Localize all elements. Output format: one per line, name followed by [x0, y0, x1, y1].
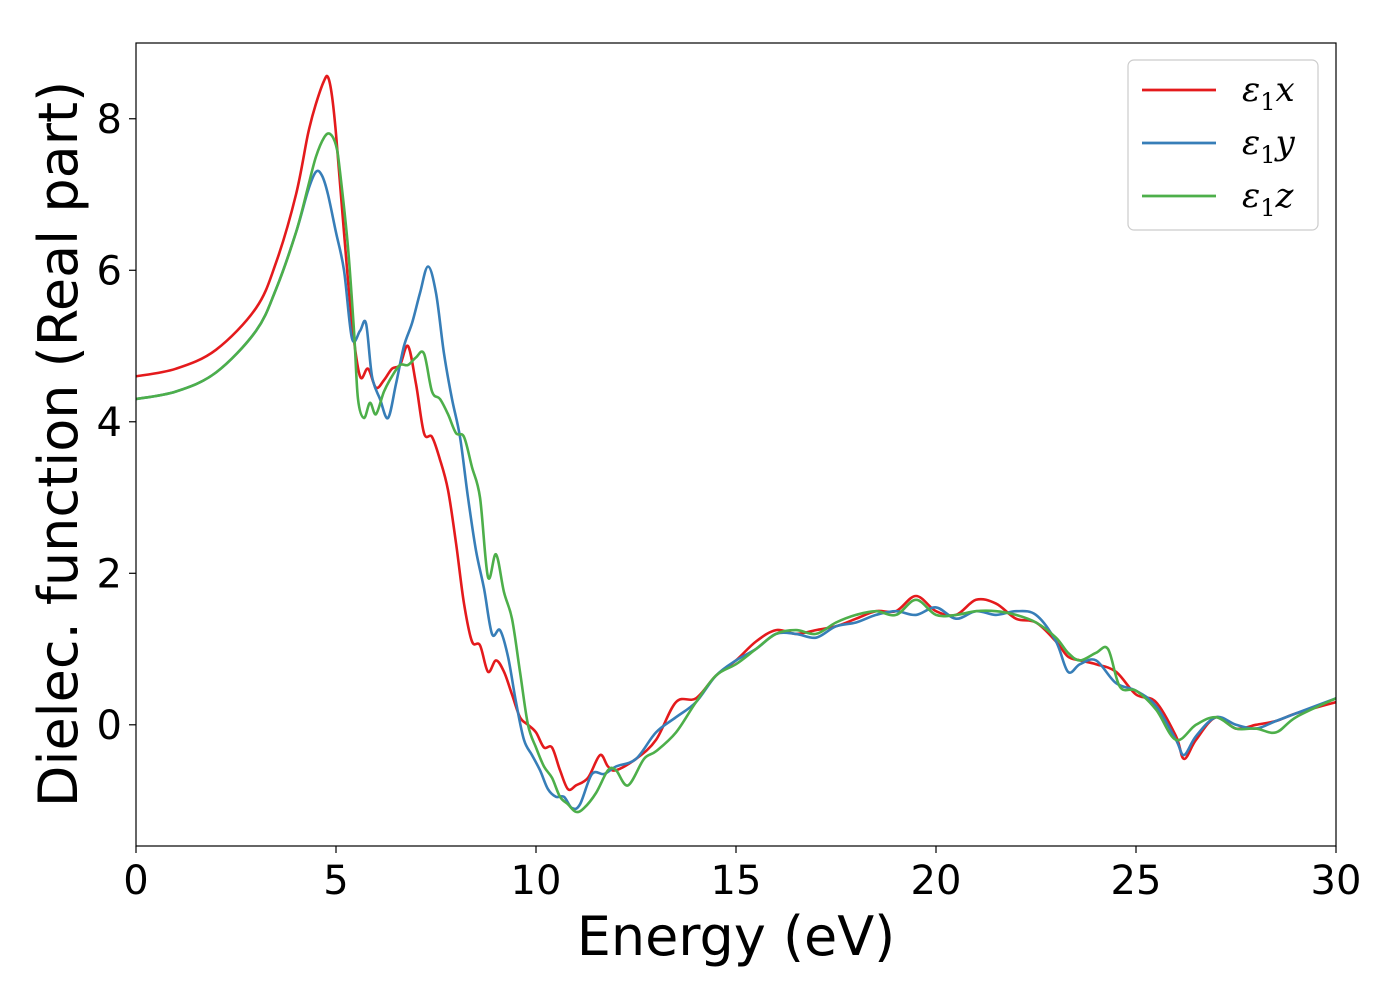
legend-label-z: ε1z — [1242, 176, 1295, 222]
x-tick-label: 10 — [511, 858, 562, 904]
x-tick-label: 20 — [911, 858, 962, 904]
legend-label-x: ε1x — [1242, 70, 1295, 116]
legend: ε1x ε1y ε1z — [1127, 59, 1319, 231]
series-lines — [136, 74, 1336, 814]
legend-label-y: ε1y — [1242, 123, 1296, 169]
x-axis-title: Energy (eV) — [577, 905, 896, 968]
axis-ticks: 0 5 10 15 20 25 30 0 2 4 6 8 — [97, 97, 1362, 904]
x-tick-label: 0 — [123, 858, 148, 904]
series-line-y — [136, 169, 1336, 811]
y-tick-label: 8 — [97, 97, 122, 143]
y-tick-label: 2 — [97, 551, 122, 597]
y-tick-label: 6 — [97, 248, 122, 294]
y-tick-label: 0 — [97, 703, 122, 749]
series-line-z — [136, 132, 1336, 814]
x-tick-label: 30 — [1311, 858, 1362, 904]
x-tick-label: 5 — [323, 858, 348, 904]
y-axis-title: Dielec. function (Real part) — [27, 81, 90, 807]
legend-box — [1127, 59, 1319, 231]
y-tick-label: 4 — [97, 400, 122, 446]
x-tick-label: 15 — [711, 858, 762, 904]
x-tick-label: 25 — [1111, 858, 1162, 904]
